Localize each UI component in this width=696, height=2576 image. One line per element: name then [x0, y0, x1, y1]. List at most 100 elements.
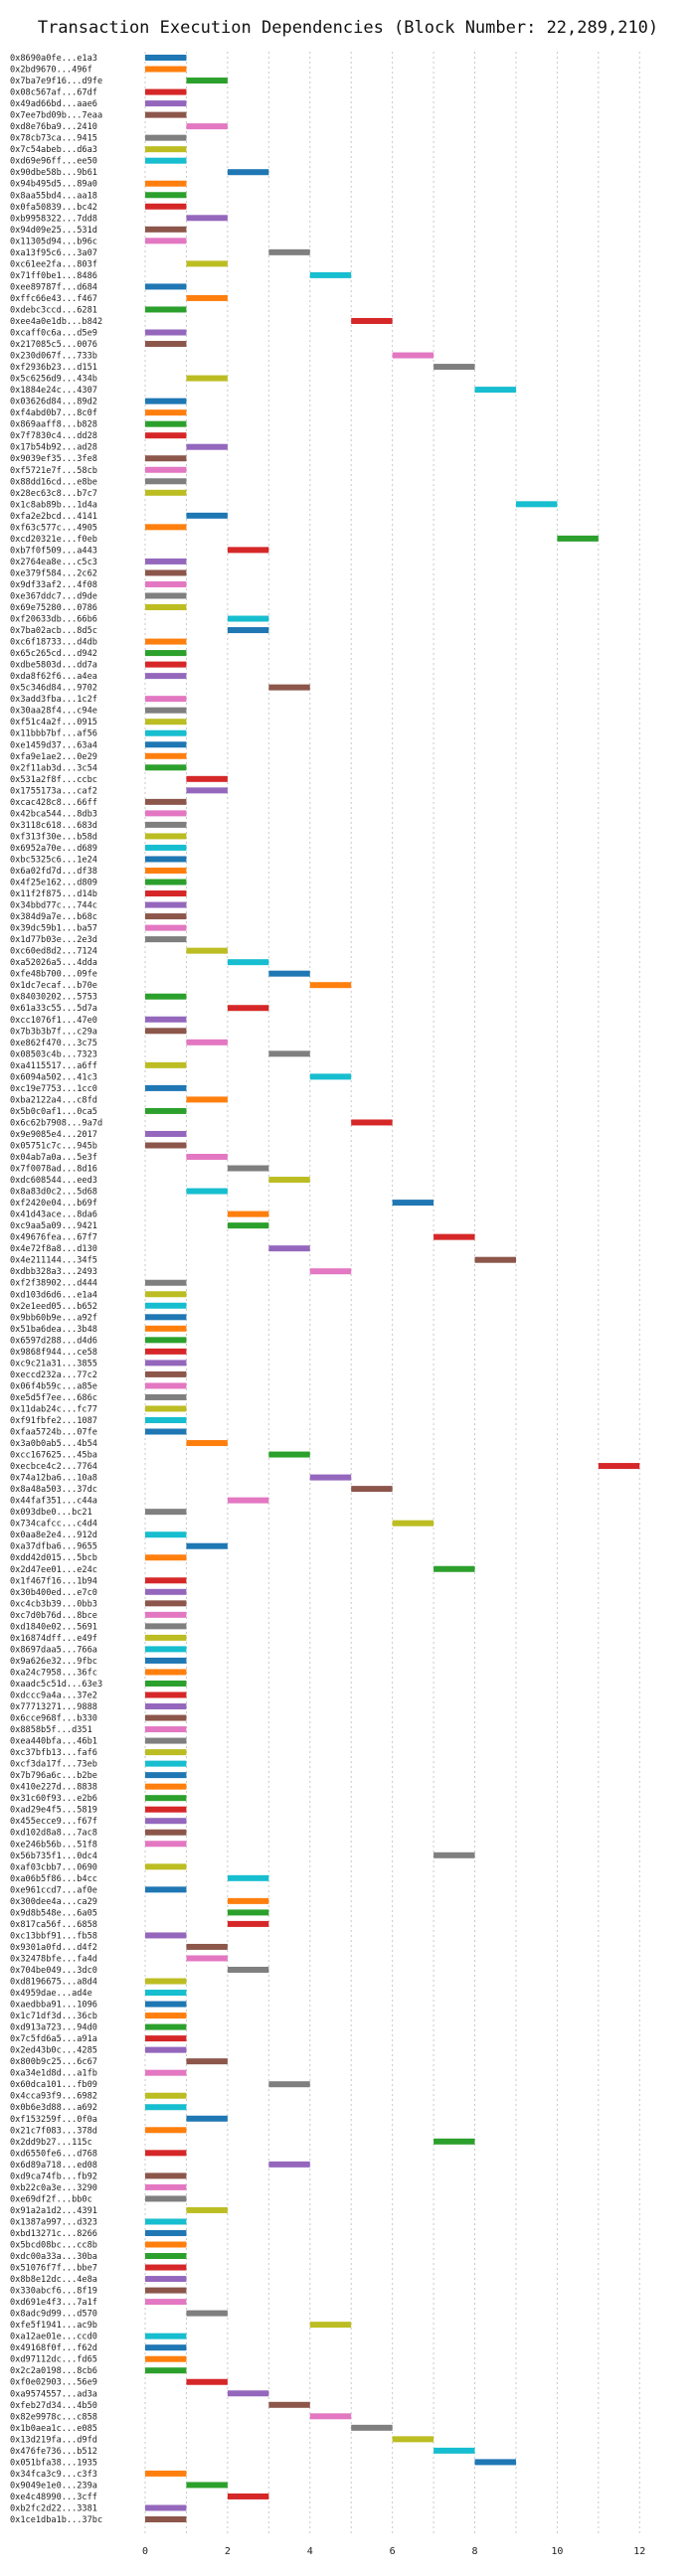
dependency-bar: [145, 1703, 187, 1710]
y-tick-label: 0x7ba7e9f16...d9fe: [10, 77, 102, 86]
y-tick-label: 0x42bca544...8db3: [10, 809, 97, 819]
dependency-bar: [145, 134, 187, 141]
y-tick-label: 0x9301a0fd...d4f2: [10, 1943, 97, 1953]
y-tick-label: 0x94d09e25...531d: [10, 226, 97, 236]
y-tick-label: 0x31c60f93...e2b6: [10, 1794, 97, 1804]
y-tick-label: 0x9bb60b9e...a92f: [10, 1313, 97, 1323]
dependency-bar: [145, 558, 187, 564]
dependency-bar: [145, 2253, 187, 2260]
dependency-bar: [145, 764, 187, 771]
dependency-bar: [145, 2173, 187, 2179]
dependency-bar: [186, 1154, 228, 1161]
dependency-bar: [351, 1119, 393, 1126]
y-tick-label: 0xcd20321e...f0eb: [10, 535, 97, 545]
dependency-bar: [145, 993, 187, 1000]
y-tick-label: 0x91a2a1d2...4391: [10, 2206, 97, 2216]
dependency-bar: [145, 1737, 187, 1744]
y-tick-label: 0xf4abd0b7...8c0f: [10, 408, 97, 418]
dependency-bar: [186, 1943, 228, 1950]
y-tick-label: 0xfa2e2bcd...4141: [10, 512, 97, 522]
y-tick-label: 0x704be049...3dc0: [10, 1966, 97, 1976]
y-tick-label: 0x9039ef35...3fe8: [10, 454, 97, 464]
dependency-bar: [145, 650, 187, 657]
y-tick-label: 0x11dab24c...fc77: [10, 1404, 97, 1414]
dependency-bar: [434, 2447, 475, 2454]
dependency-bar: [145, 580, 187, 587]
dependency-bar: [227, 959, 269, 966]
y-tick-label: 0x49676fea...67f7: [10, 1233, 97, 1243]
y-tick-label: 0x869aaff8...b828: [10, 420, 97, 430]
dependency-bar: [145, 696, 187, 703]
dependency-bar: [227, 1497, 269, 1504]
y-tick-label: 0x734cafcc...c4d4: [10, 1520, 97, 1530]
dependency-bar: [145, 489, 187, 496]
y-tick-label: 0xa12ae01e...ccd0: [10, 2333, 97, 2342]
dependency-bar: [186, 775, 228, 782]
x-tick-label: 0: [142, 2546, 148, 2557]
y-tick-label: 0x2d47ee01...e24c: [10, 1565, 97, 1575]
y-tick-label: 0x051bfa38...1935: [10, 2458, 97, 2468]
y-tick-label: 0xc60ed8d2...7124: [10, 947, 97, 957]
y-tick-label: 0xa06b5f86...b4cc: [10, 1874, 97, 1884]
y-tick-label: 0x8a83d0c2...5d68: [10, 1188, 97, 1198]
y-tick-label: 0xfe48b700...09fe: [10, 970, 97, 980]
dependency-bar: [268, 1050, 310, 1057]
y-tick-label: 0x05751c7c...945b: [10, 1141, 97, 1151]
y-tick-label: 0x78cb73ca...9415: [10, 134, 97, 144]
dependency-bar: [145, 1314, 187, 1321]
y-tick-label: 0xf51c4a2f...0915: [10, 718, 97, 727]
dependency-bar: [227, 1966, 269, 1973]
y-tick-label: 0x7b3b3b7f...c29a: [10, 1027, 97, 1037]
dependency-bar: [145, 2355, 187, 2362]
dependency-bar: [186, 78, 228, 84]
dependency-bar: [145, 1577, 187, 1584]
y-tick-label: 0x384d9a7e...b68c: [10, 912, 97, 922]
y-tick-label: 0x2ed43b0c...4285: [10, 2046, 97, 2056]
y-tick-label: 0xf2420e04...b69f: [10, 1199, 97, 1208]
dependency-bar: [474, 2459, 516, 2466]
dependency-bar: [145, 844, 187, 851]
dependency-bar: [227, 1874, 269, 1881]
dependency-bar: [186, 215, 228, 222]
y-tick-label: 0xd8e76ba9...2410: [10, 122, 97, 132]
y-tick-label: 0x4f25e162...d809: [10, 879, 97, 888]
y-tick-label: 0x4959dae...ad4e: [10, 1989, 92, 1999]
y-tick-label: 0xdc00a33a...30ba: [10, 2252, 97, 2262]
dependency-bar: [186, 375, 228, 382]
y-tick-label: 0xa34e1d8d...a1fb: [10, 2069, 97, 2079]
y-tick-label: 0xee4a0e1db...b842: [10, 317, 102, 327]
y-tick-label: 0x3118c618...683d: [10, 821, 97, 831]
y-tick-label: 0x9e9085e4...2017: [10, 1130, 97, 1140]
y-tick-label: 0x1f467f16...1b94: [10, 1576, 97, 1586]
dependency-bar: [227, 2493, 269, 2499]
y-tick-label: 0x5b0c0af1...0ca5: [10, 1107, 97, 1117]
dependency-bar: [145, 833, 187, 840]
dependency-bar: [186, 947, 228, 954]
y-tick-label: 0xd6550fe6...d768: [10, 2149, 97, 2159]
dependency-bar: [145, 810, 187, 817]
y-tick-label: 0x1c71df3d...36cb: [10, 2012, 97, 2021]
y-tick-label: 0x4e72f8a8...d130: [10, 1244, 97, 1254]
y-tick-label: 0x8a48a503...37dc: [10, 1485, 97, 1495]
bars-layer: [145, 55, 640, 2522]
dependency-bar: [145, 1142, 187, 1149]
dependency-bar: [268, 1451, 310, 1458]
dependency-bar: [145, 1360, 187, 1367]
y-tick-label: 0x74a12ba6...10a8: [10, 1474, 97, 1484]
y-tick-label: 0x2dd9b27...115c: [10, 2138, 92, 2148]
grid-layer: [144, 52, 640, 2536]
dependency-bar: [145, 752, 187, 759]
y-tick-label: 0x88dd16cd...e8be: [10, 477, 97, 487]
dependency-bar: [145, 1691, 187, 1698]
y-tick-label: 0x65c265cd...d942: [10, 649, 97, 659]
y-tick-label: 0x1b0aea1c...e085: [10, 2424, 97, 2434]
y-tick-label: 0x7c5fd6a5...a91a: [10, 2034, 97, 2044]
y-tick-label: 0x7ba02acb...8d5c: [10, 626, 97, 636]
y-tick-label: 0x093dbe0...bc21: [10, 1508, 92, 1518]
dependency-bar: [145, 1806, 187, 1813]
dependency-bar: [145, 569, 187, 576]
dependency-bar: [268, 970, 310, 977]
y-tick-label: 0xaedbba91...1096: [10, 2001, 97, 2011]
y-tick-label: 0x7f0078ad...8d16: [10, 1165, 97, 1175]
y-tick-label: 0xcaff0c6a...d5e9: [10, 329, 97, 339]
